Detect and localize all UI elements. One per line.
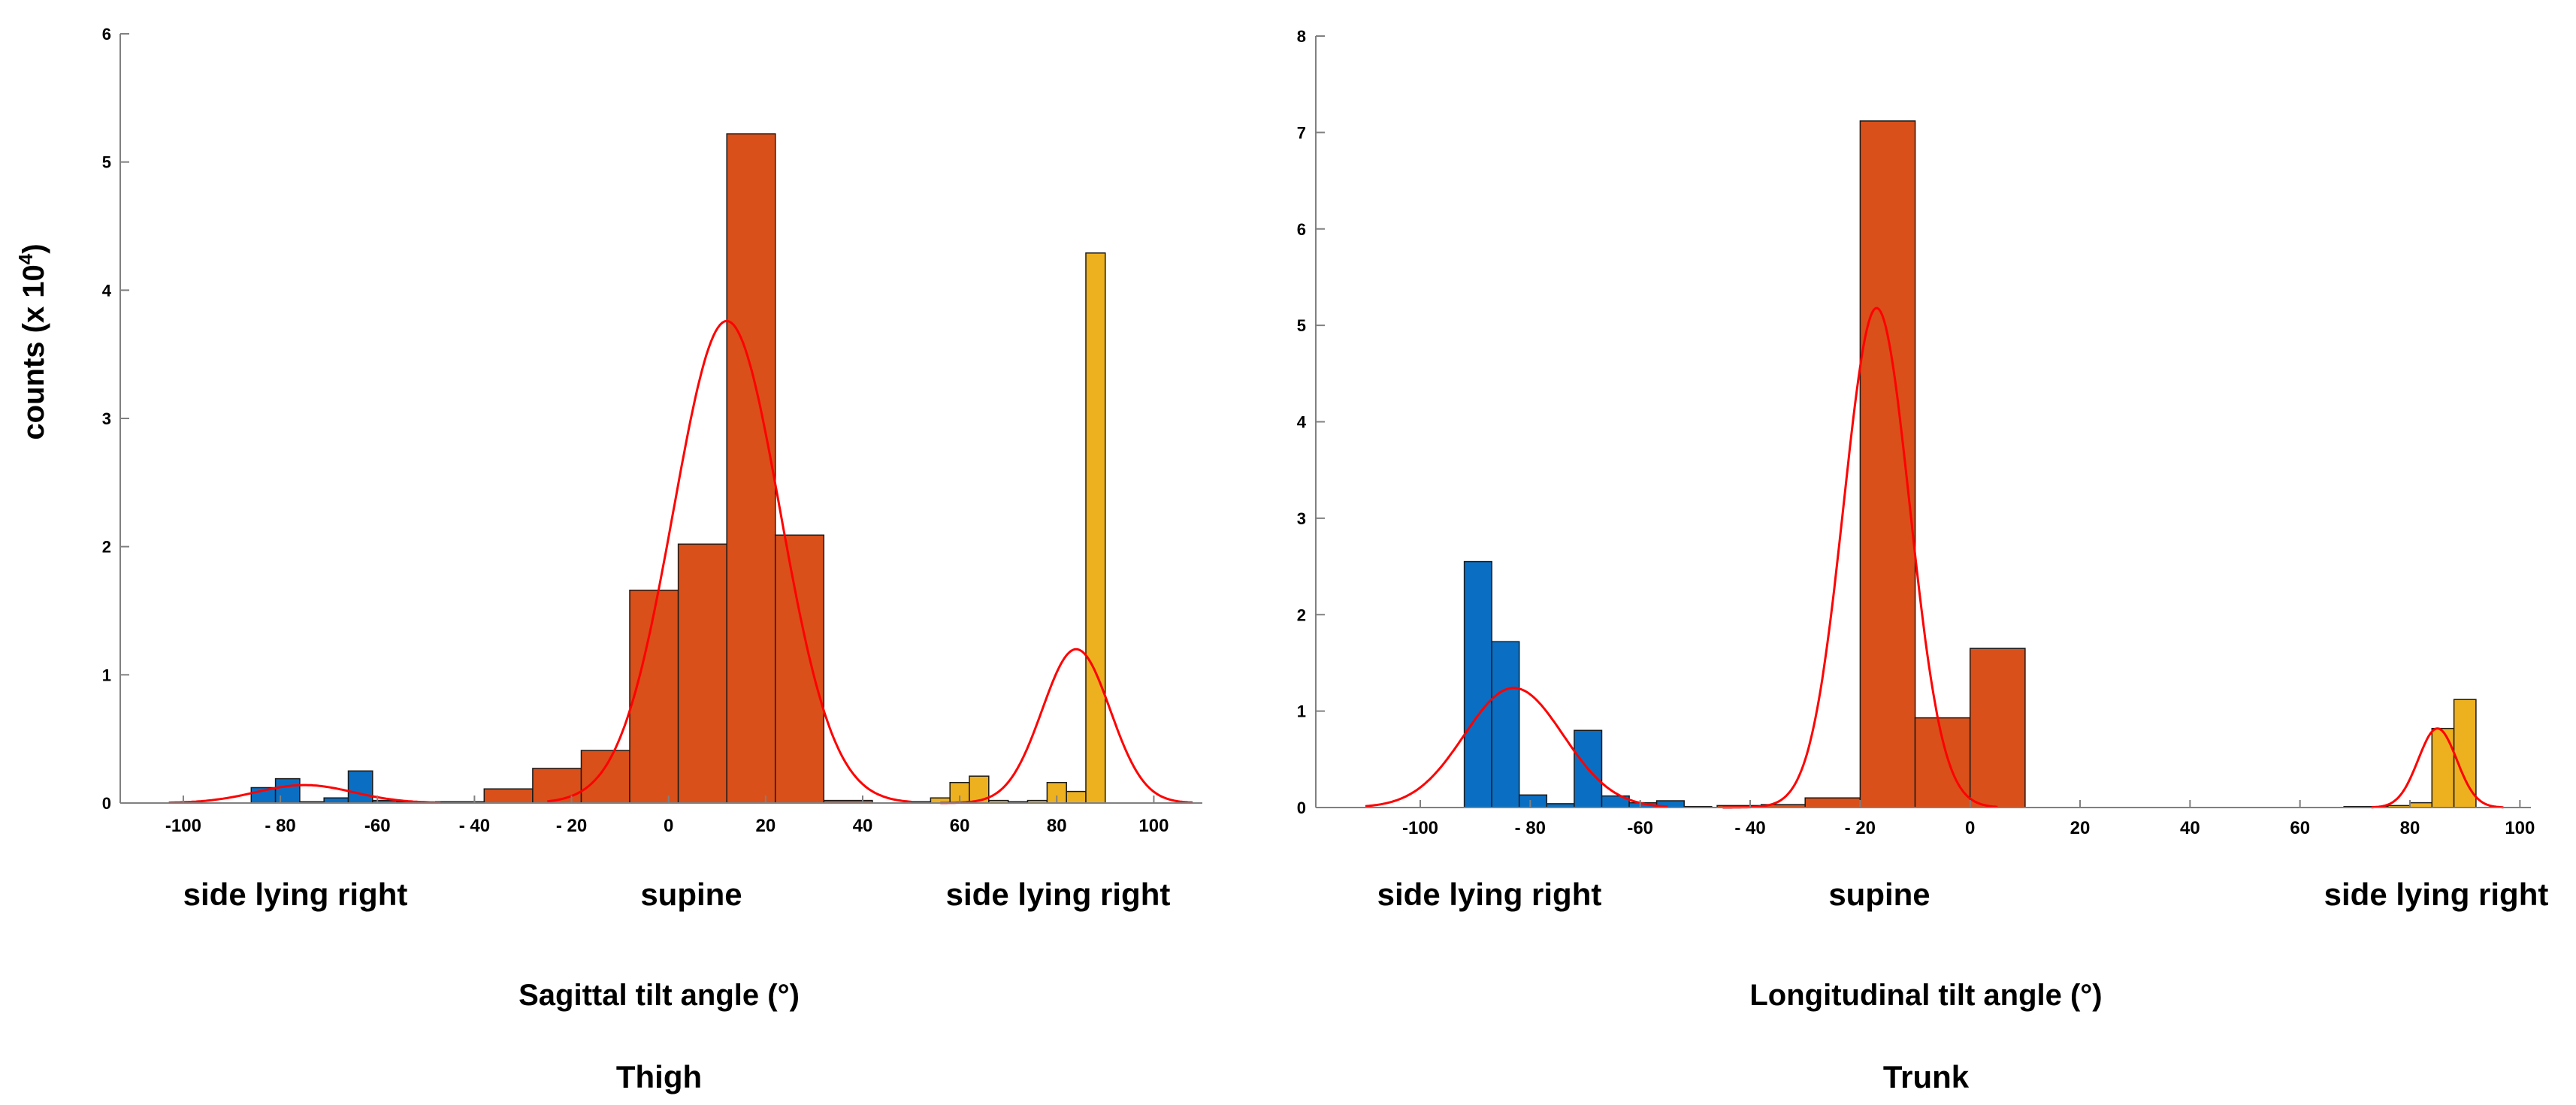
thigh-bar-orange-3	[580, 750, 630, 804]
trunk-bar-orange-3	[1859, 120, 1916, 808]
y-axis-label-base: counts (x 10	[17, 264, 50, 439]
trunk-y-tick-label-5: 5	[1297, 316, 1306, 335]
thigh-bar-blue-3	[323, 797, 349, 804]
thigh-bar-orange-6	[726, 133, 776, 804]
trunk-x-tick-label-8: 60	[2290, 818, 2310, 838]
trunk-bar-orange-5	[1969, 648, 2026, 808]
trunk-y-tick-label-2: 2	[1297, 605, 1306, 624]
thigh-bar-orange-1	[483, 788, 534, 804]
thigh-bar-orange-4	[629, 589, 679, 804]
trunk-axes: 0 1 2 3 4 5 6 7 8 -100 - 80 -60 - 40 - 20 0 20 40 60 80 100	[1297, 27, 2535, 838]
trunk-x-tick-label-9: 80	[2400, 818, 2420, 838]
y-axis-label-exponent: 4	[14, 253, 37, 264]
trunk-x-axis-title: Longitudinal tilt angle (°)	[1749, 979, 2102, 1012]
trunk-bar-yellow-5	[2453, 699, 2477, 808]
trunk-x-tick-label-1: - 80	[1515, 818, 1546, 838]
thigh-chart: 0 1 2 3 4 5 6 -100 - 80 -60 - 40 - 20 0 20 40 60 80 100 s…	[102, 25, 1202, 1094]
thigh-bar-blue-1	[274, 777, 301, 804]
trunk-region-label-right: side lying right	[2324, 877, 2549, 912]
trunk-fit-curve-2	[2371, 727, 2504, 809]
trunk-y-tick-label-0: 0	[1297, 799, 1306, 817]
thigh-x-tick-label-0: -100	[165, 816, 201, 836]
thigh-bar-orange-7	[774, 534, 825, 804]
trunk-x-tick-label-5: 0	[1965, 818, 1975, 838]
thigh-bars	[250, 133, 1106, 804]
thigh-x-axis-title: Sagittal tilt angle (°)	[519, 979, 800, 1012]
trunk-y-tick-label-4: 4	[1297, 413, 1307, 432]
thigh-region-label-right: side lying right	[946, 877, 1171, 912]
trunk-x-tick-label-2: -60	[1627, 818, 1653, 838]
thigh-x-tick-label-1: - 80	[265, 816, 295, 836]
trunk-x-tick-label-7: 40	[2180, 818, 2200, 838]
thigh-y-tick-label-0: 0	[102, 794, 111, 813]
thigh-x-tick-label-5: 0	[664, 816, 673, 836]
thigh-y-tick-label-4: 4	[102, 281, 112, 300]
thigh-bar-yellow-8	[1066, 790, 1087, 804]
trunk-bar-blue-0	[1463, 560, 1492, 808]
thigh-axes: 0 1 2 3 4 5 6 -100 - 80 -60 - 40 - 20 0 20 40 60 80 100	[102, 25, 1202, 836]
trunk-fit-curves	[1365, 306, 2504, 809]
thigh-x-tick-label-7: 40	[853, 816, 873, 836]
trunk-bars	[1463, 120, 2477, 808]
y-axis-label: counts (x 104)	[14, 243, 50, 439]
trunk-y-tick-label-3: 3	[1297, 509, 1306, 528]
trunk-x-tick-label-3: - 40	[1734, 818, 1765, 838]
trunk-chart: 0 1 2 3 4 5 6 7 8 -100 - 80 -60 - 40 - 20 0 20 40 60 80 100…	[1297, 27, 2549, 1094]
thigh-x-tick-label-4: - 20	[556, 816, 587, 836]
trunk-chart-title: Trunk	[1883, 1059, 1970, 1094]
thigh-x-tick-label-8: 60	[950, 816, 970, 836]
thigh-y-tick-label-5: 5	[102, 153, 111, 172]
trunk-bar-blue-1	[1491, 641, 1520, 808]
thigh-fit-curve-2	[940, 648, 1193, 805]
thigh-y-tick-label-3: 3	[102, 409, 111, 428]
thigh-bar-blue-4	[347, 770, 373, 804]
trunk-x-tick-label-4: - 20	[1845, 818, 1876, 838]
trunk-region-label-left: side lying right	[1377, 877, 1602, 912]
y-axis-label-close: )	[17, 243, 50, 253]
thigh-bar-yellow-9	[1085, 252, 1106, 804]
thigh-x-tick-label-2: -60	[364, 816, 391, 836]
thigh-y-tick-label-1: 1	[102, 666, 111, 684]
trunk-bar-blue-2	[1518, 794, 1548, 808]
trunk-x-tick-label-0: -100	[1402, 818, 1438, 838]
trunk-y-tick-label-7: 7	[1297, 123, 1306, 142]
thigh-x-tick-label-6: 20	[755, 816, 776, 836]
thigh-region-label-left: side lying right	[183, 877, 408, 912]
thigh-x-tick-label-9: 80	[1047, 816, 1067, 836]
thigh-fit-curves	[168, 319, 1193, 805]
thigh-fit-curve-0	[168, 783, 441, 804]
trunk-bar-orange-4	[1914, 717, 1971, 808]
trunk-fit-curve-1	[1722, 306, 1998, 809]
thigh-y-tick-label-2: 2	[102, 538, 111, 557]
thigh-bar-orange-5	[677, 543, 727, 804]
thigh-fit-curve-1	[547, 319, 912, 803]
trunk-x-tick-label-10: 100	[2505, 818, 2535, 838]
thigh-x-tick-label-10: 100	[1138, 816, 1169, 836]
trunk-y-tick-label-1: 1	[1297, 702, 1306, 721]
thigh-bar-orange-2	[532, 768, 582, 804]
trunk-fit-curve-0	[1365, 687, 1668, 808]
thigh-chart-title: Thigh	[616, 1059, 702, 1094]
thigh-y-tick-label-6: 6	[102, 25, 111, 44]
trunk-bar-orange-2	[1804, 797, 1861, 808]
thigh-region-label-center: supine	[640, 877, 742, 912]
trunk-y-tick-label-8: 8	[1297, 27, 1306, 46]
trunk-bar-yellow-4	[2431, 727, 2455, 808]
thigh-x-tick-label-3: - 40	[459, 816, 490, 836]
trunk-y-tick-label-6: 6	[1297, 220, 1306, 239]
trunk-x-tick-label-6: 20	[2070, 818, 2091, 838]
trunk-region-label-center: supine	[1828, 877, 1930, 912]
